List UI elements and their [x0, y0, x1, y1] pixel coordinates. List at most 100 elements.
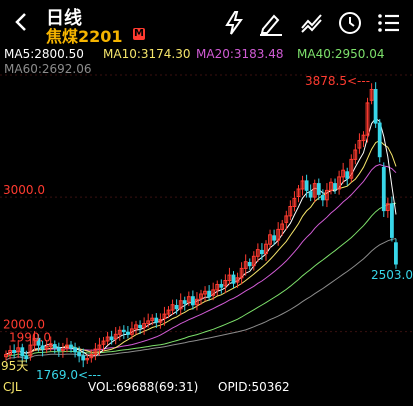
menu-icon[interactable]	[376, 10, 402, 36]
candle-body	[341, 169, 346, 178]
candle-body	[28, 344, 33, 357]
ma10-value: MA10:3174.30	[103, 47, 191, 61]
candle-body	[333, 183, 337, 190]
candle-body	[316, 183, 321, 195]
candle-body	[385, 203, 390, 212]
candle-body	[182, 300, 187, 304]
candle-body	[77, 352, 81, 357]
candle-body	[126, 331, 130, 335]
draw-icon[interactable]	[258, 10, 284, 36]
candle-body	[345, 171, 350, 179]
last-price-label: 2503.0	[371, 268, 413, 282]
candle-body	[113, 333, 118, 340]
footer-bar: CJL VOL:69688(69:31) OPID:50362	[0, 380, 413, 406]
candle-body	[186, 296, 191, 303]
candle-body	[89, 354, 94, 359]
candle-body	[8, 350, 12, 355]
candle-body	[121, 329, 126, 333]
candle-body	[292, 197, 297, 208]
candle-body	[52, 344, 57, 349]
candle-body	[12, 350, 16, 353]
candle-body	[154, 317, 159, 323]
candle-body	[300, 180, 305, 190]
ma60-line	[5, 238, 397, 361]
candle-body	[146, 320, 151, 325]
candle-body	[239, 267, 244, 279]
ma20-line	[5, 163, 397, 355]
y-tick-label-2000: 2000.0	[3, 318, 45, 332]
candle-body	[48, 343, 53, 347]
candle-body	[178, 300, 183, 310]
candle-body	[203, 290, 207, 295]
candle-body	[16, 347, 21, 353]
candle-body	[85, 358, 90, 361]
ma40-value: MA40:2950.04	[297, 47, 385, 61]
candle-body	[174, 305, 179, 310]
candle-body	[312, 183, 317, 198]
candle-body	[4, 354, 8, 358]
candle-body	[44, 345, 49, 350]
candle-body	[150, 317, 155, 321]
candle-body	[219, 284, 224, 288]
candle-body	[105, 336, 110, 342]
ma40-line	[5, 202, 397, 358]
candle-body	[97, 344, 102, 350]
candle-body	[320, 195, 325, 201]
candle-body	[373, 89, 378, 124]
candle-body	[288, 206, 293, 217]
candle-body	[130, 328, 134, 335]
candle-body	[223, 280, 228, 287]
candle-body	[329, 181, 333, 191]
candle-body	[264, 243, 268, 255]
candle-body	[276, 228, 281, 241]
candle-body	[166, 309, 171, 315]
candle-body	[195, 298, 199, 306]
ma60-value: MA60:2692.06	[4, 62, 92, 76]
candle-body	[170, 304, 175, 311]
candle-body	[272, 235, 277, 241]
candle-body	[199, 293, 203, 299]
period-label[interactable]: 日线	[46, 8, 82, 29]
candle-body	[390, 203, 394, 238]
lightning-icon[interactable]	[221, 10, 247, 36]
contract-name[interactable]: 焦煤2201	[46, 27, 123, 46]
candle-body	[162, 313, 167, 319]
candle-body	[32, 337, 37, 346]
candle-body	[357, 140, 362, 149]
candle-body	[394, 242, 398, 265]
candle-body	[337, 176, 342, 190]
back-icon[interactable]	[10, 10, 34, 34]
candle-body	[369, 89, 374, 101]
candle-body	[69, 344, 73, 349]
candle-body	[93, 348, 98, 356]
candle-body	[142, 323, 146, 329]
footer-cjl: CJL	[3, 380, 22, 394]
indicator-icon[interactable]	[299, 10, 325, 36]
candle-body	[304, 180, 309, 191]
open-interest-label: OPID:50362	[218, 380, 290, 394]
top-bar: 日线 焦煤2201 M	[0, 0, 413, 46]
candle-body	[365, 102, 370, 136]
candle-body	[227, 274, 232, 282]
candle-body	[231, 274, 236, 284]
ma5-value: MA5:2800.50	[4, 47, 84, 61]
ma20-value: MA20:3183.48	[196, 47, 284, 61]
candle-body	[235, 277, 240, 283]
candle-body	[138, 324, 142, 329]
candle-body	[353, 149, 358, 160]
clock-icon[interactable]	[337, 10, 363, 36]
ma5-line	[5, 117, 397, 357]
high-price-label: 3878.5<---	[305, 74, 370, 88]
candle-body	[24, 355, 29, 360]
candle-body	[191, 296, 195, 306]
candle-body	[325, 189, 329, 201]
candle-body	[284, 215, 289, 223]
candle-body	[255, 249, 260, 257]
candle-body	[117, 329, 122, 335]
candle-body	[247, 262, 252, 267]
ma10-line	[5, 139, 397, 355]
candle-body	[73, 347, 77, 353]
candle-body	[268, 234, 272, 245]
candle-body	[20, 347, 25, 357]
